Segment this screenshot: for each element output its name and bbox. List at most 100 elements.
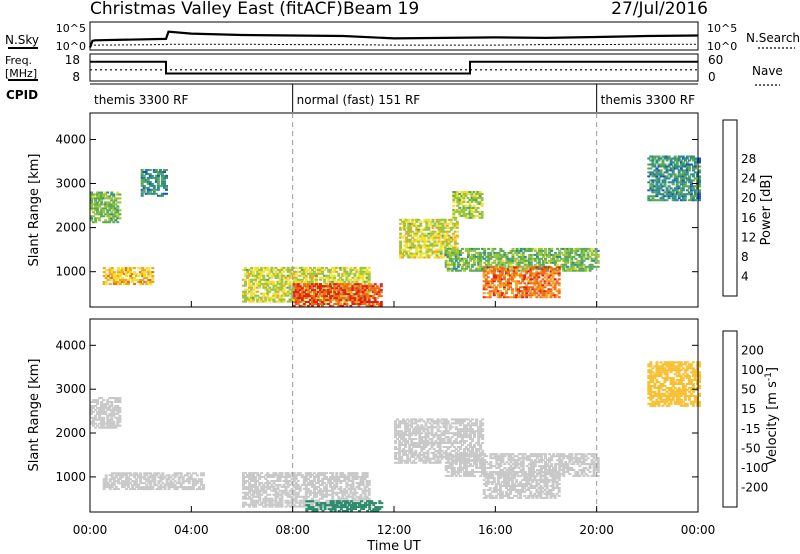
heatmap-cell [308,493,312,496]
heatmap-cell [403,218,407,221]
heatmap-cell [127,476,130,479]
heatmap-cell [300,291,304,294]
heatmap-cell [310,497,314,500]
heatmap-cell [262,284,266,287]
heatmap-cell [335,504,339,507]
heatmap-cell [294,276,298,279]
heatmap-cell [448,253,452,256]
heatmap-cell [308,489,312,492]
heatmap-cell [181,486,185,489]
heatmap-cell [248,487,252,490]
heatmap-cell [331,482,335,484]
heatmap-cell [683,197,687,200]
heatmap-cell [503,267,507,270]
heatmap-cell [566,259,570,262]
heatmap-cell [112,408,116,411]
heatmap-cell [353,491,357,494]
heatmap-cell [312,272,316,275]
heatmap-cell [116,412,120,415]
heatmap-cell [272,268,276,271]
heatmap-cell [661,161,665,164]
heatmap-cell [396,448,399,450]
heatmap-cell [398,459,402,462]
heatmap-cell [698,157,701,160]
heatmap-cell [282,284,286,287]
heatmap-cell [280,282,284,285]
heatmap-cell [454,197,458,199]
heatmap-cell [363,295,367,298]
heatmap-cell [394,436,397,439]
heatmap-cell [511,280,514,283]
heatmap-cell [310,305,314,307]
heatmap-cell [276,495,280,498]
heatmap-cell [165,176,168,179]
heatmap-cell [655,195,659,198]
heatmap-cell [355,276,359,279]
heatmap-cell [405,220,409,223]
heatmap-cell [133,472,137,475]
heatmap-cell [406,455,410,458]
heatmap-cell [685,161,689,164]
heatmap-cell [407,228,411,231]
heatmap-cell [580,259,584,262]
heatmap-cell [460,257,464,260]
heatmap-cell [142,178,146,181]
heatmap-cell [452,251,456,254]
heatmap-cell [175,488,179,491]
heatmap-cell [403,226,407,229]
heatmap-cell [574,251,578,254]
heatmap-cell [355,485,359,488]
heatmap-cell [146,192,150,195]
heatmap-cell [288,288,292,291]
heatmap-cell [321,286,324,289]
noise-right-tick-top: 10^5 [707,22,737,35]
heatmap-cell [354,504,357,507]
heatmap-cell [405,240,409,243]
heatmap-cell [315,276,318,279]
heatmap-cell [351,504,355,507]
heatmap-cell [252,282,256,285]
heatmap-cell [349,489,353,492]
heatmap-cell [443,220,447,223]
heatmap-cell [302,305,306,307]
heatmap-cell [165,184,168,187]
heatmap-cell [323,278,327,281]
heatmap-cell [246,487,250,490]
heatmap-cell [553,284,557,287]
heatmap-cell [329,505,333,508]
heatmap-cell [163,171,166,173]
heatmap-cell [335,303,339,305]
heatmap-cell [480,202,484,205]
heatmap-cell [321,478,324,480]
heatmap-cell [110,211,114,214]
heatmap-cell [541,288,545,291]
heatmap-cell [100,408,104,411]
heatmap-cell [401,220,405,223]
heatmap-cell [353,283,357,286]
heatmap-cell [647,157,651,160]
heatmap-cell [474,195,478,197]
heatmap-cell [284,280,288,283]
heatmap-cell [129,474,132,477]
heatmap-cell [531,274,535,277]
heatmap-cell [304,280,308,283]
heatmap-cell [669,187,673,190]
heatmap-cell [108,414,112,417]
heatmap-cell [468,191,472,193]
heatmap-cell [148,180,152,183]
heatmap-cell [435,244,439,247]
heatmap-cell [479,259,483,262]
heatmap-cell [541,261,545,264]
heatmap-cell [308,270,312,273]
heatmap-cell [675,177,679,180]
heatmap-cell [576,269,580,272]
heatmap-cell [315,502,319,505]
heatmap-cell [321,296,324,299]
heatmap-cell [298,487,302,490]
heatmap-cell [679,193,683,196]
heatmap-cell [460,210,464,213]
heatmap-cell [462,212,466,215]
heatmap-cell [108,195,112,198]
heatmap-cell [110,424,114,427]
heatmap-cell [552,253,556,256]
